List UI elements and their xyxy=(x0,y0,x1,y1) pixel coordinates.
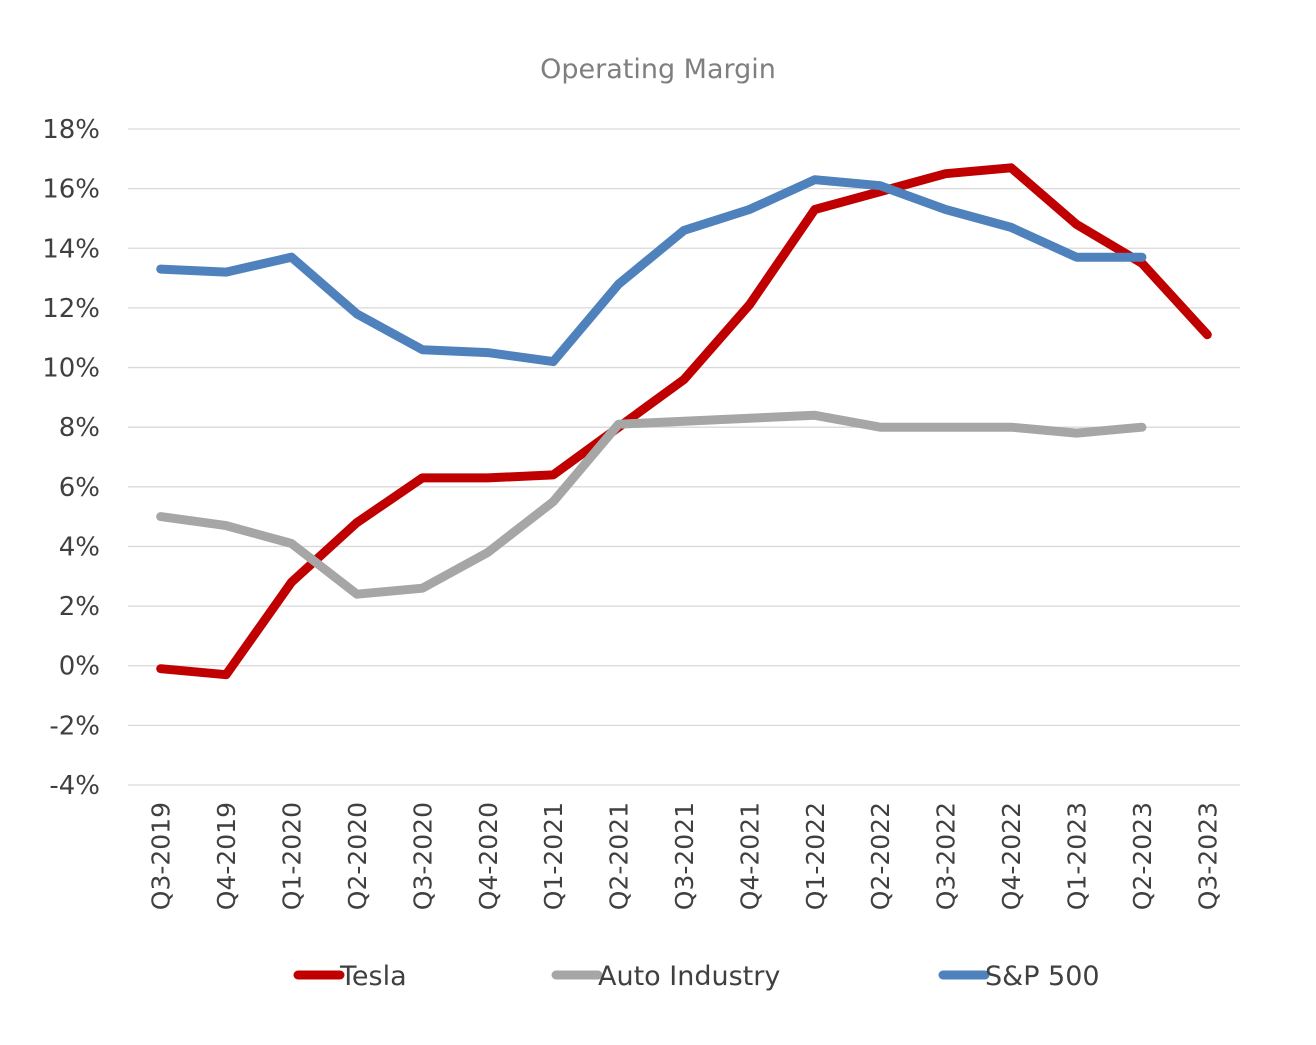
y-tick-label: 16% xyxy=(42,175,100,205)
x-tick-label: Q2-2020 xyxy=(343,802,372,910)
x-tick-label: Q3-2021 xyxy=(670,802,699,910)
y-tick-label: 2% xyxy=(59,592,100,622)
x-tick-label: Q3-2023 xyxy=(1193,802,1222,910)
x-tick-label: Q4-2020 xyxy=(474,802,503,910)
x-tick-label: Q2-2023 xyxy=(1128,802,1157,910)
y-tick-label: 0% xyxy=(59,652,100,682)
y-tick-label: 4% xyxy=(59,532,100,562)
series-line-tesla xyxy=(156,163,1212,680)
x-tick-label: Q1-2021 xyxy=(539,802,568,910)
y-tick-label: -2% xyxy=(49,711,100,741)
y-tick-label: 14% xyxy=(42,234,100,264)
x-tick-label: Q4-2021 xyxy=(735,802,764,910)
y-tick-label: -4% xyxy=(49,771,100,801)
y-tick-label: 6% xyxy=(59,473,100,503)
chart-title: Operating Margin xyxy=(540,54,776,85)
y-axis-tick-labels: 18% 16% 14% 12% 10% 8% 6% 4% 2% 0% -2% -4% xyxy=(42,115,100,801)
x-tick-label: Q3-2020 xyxy=(408,802,437,910)
x-tick-label: Q3-2022 xyxy=(932,802,961,910)
x-tick-label: Q1-2020 xyxy=(278,802,307,910)
x-tick-label: Q4-2019 xyxy=(212,802,241,910)
y-tick-label: 12% xyxy=(42,294,100,324)
x-tick-label: Q4-2022 xyxy=(997,802,1026,910)
legend-label: Tesla xyxy=(339,961,407,992)
y-tick-label: 10% xyxy=(42,354,100,384)
x-tick-label: Q2-2022 xyxy=(866,802,895,910)
x-tick-label: Q1-2023 xyxy=(1062,802,1091,910)
x-tick-label: Q2-2021 xyxy=(605,802,634,910)
y-tick-label: 8% xyxy=(59,413,100,443)
legend-label: Auto Industry xyxy=(598,961,780,992)
y-tick-label: 18% xyxy=(42,115,100,145)
legend: Tesla Auto Industry S&P 500 xyxy=(293,961,1100,992)
series-line-auto-industry xyxy=(156,410,1147,599)
legend-label: S&P 500 xyxy=(985,961,1100,992)
x-tick-label: Q1-2022 xyxy=(801,802,830,910)
x-axis-tick-labels: Q3-2019 Q4-2019 Q1-2020 Q2-2020 Q3-2020 Q4-20… xyxy=(147,802,1223,910)
series-line-s-p-500 xyxy=(156,175,1147,367)
series-lines xyxy=(156,163,1212,680)
x-tick-label: Q3-2019 xyxy=(147,802,176,910)
gridlines xyxy=(128,128,1240,786)
